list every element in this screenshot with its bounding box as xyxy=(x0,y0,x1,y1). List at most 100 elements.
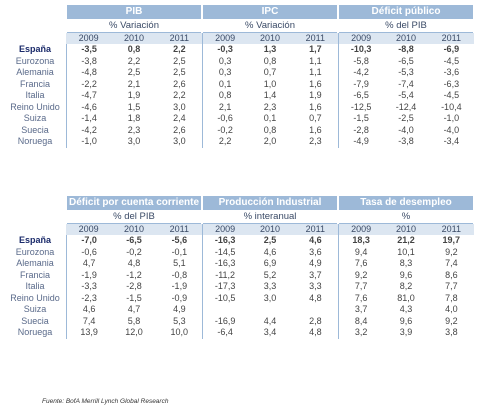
table-cell: 1,9 xyxy=(309,90,322,100)
country-label: Italia xyxy=(25,90,45,100)
table-row: Suecia 7,4 5,8 5,3 -16,9 4,4 2,8 8,4 9,6 9,2 xyxy=(4,315,474,327)
table-cell: 4,7 xyxy=(127,304,141,314)
table-cell: 4,8 xyxy=(309,327,322,337)
table-cell: 2,1 xyxy=(201,101,247,113)
table-cell: -1,2 xyxy=(126,269,142,280)
table-cell: -0,6 xyxy=(66,246,111,258)
year-header: 2011 xyxy=(292,33,338,44)
table-cell: -6,3 xyxy=(443,78,460,89)
table-cell: -6,9 xyxy=(443,44,460,54)
table-cell: 2,3 xyxy=(263,101,277,112)
table-cell: 1,5 xyxy=(127,101,141,112)
table-row: Reino Unido -2,3 -1,5 -0,9 -10,5 3,0 4,8 7,6 81,… xyxy=(4,292,474,304)
table-row: Italia -4,7 1,9 2,2 0,8 1,4 1,9 -6,5 -5,4 -4,5 xyxy=(4,90,474,102)
table-cell: 1,1 xyxy=(309,67,322,77)
country-label: Suecia xyxy=(21,315,49,326)
table-cell: 3,0 xyxy=(263,292,277,303)
year-header: 2009 xyxy=(201,224,248,235)
table-cell: 9,4 xyxy=(337,246,383,258)
table-cell: -0,8 xyxy=(171,269,188,280)
table-row: Reino Unido -4,6 1,5 3,0 2,1 2,3 1,6 -12,5 -12,4… xyxy=(4,101,474,113)
table-cell: 21,2 xyxy=(397,235,415,245)
table-cell: 4,7 xyxy=(66,258,111,270)
year-header: 2009 xyxy=(337,33,384,44)
table-cell: 1,3 xyxy=(263,44,277,54)
group-title: PIB xyxy=(67,5,201,19)
year-header: 2010 xyxy=(383,224,429,235)
table-cell: -2,3 xyxy=(66,292,111,304)
table-cell: 3,3 xyxy=(263,281,277,291)
source-note: Fuente: BofA Merrill Lynch Global Resear… xyxy=(42,398,169,405)
table-cell: 9,2 xyxy=(445,315,458,326)
table-cell: -5,8 xyxy=(337,55,383,67)
country-label: Francia xyxy=(19,78,50,89)
table-cell: -4,9 xyxy=(337,136,383,148)
table-cell: -2,5 xyxy=(398,113,414,123)
table-cell: -14,5 xyxy=(201,246,247,258)
table-cell: 8,6 xyxy=(445,269,458,280)
table-cell: -12,4 xyxy=(395,101,417,112)
table-cell xyxy=(247,304,292,316)
table-cell: 4,8 xyxy=(127,258,141,268)
table-row: España -3,5 0,8 2,2 -0,3 1,3 1,7 -10,3 -8,8 -6,9 xyxy=(4,44,474,56)
table-cell: 2,3 xyxy=(127,124,141,135)
table-cell: -0,3 xyxy=(201,44,247,56)
table-cell: 8,2 xyxy=(399,281,413,291)
table-cell: 4,4 xyxy=(263,315,277,326)
table-cell: -11,2 xyxy=(201,269,247,281)
table-cell: 7,8 xyxy=(445,292,458,303)
table-cell: -0,1 xyxy=(171,246,188,257)
country-label: Italia xyxy=(25,281,45,291)
country-label: Noruega xyxy=(17,136,53,146)
table-cell: -17,3 xyxy=(201,281,247,293)
table-cell: 0,8 xyxy=(127,44,141,54)
table-cell: -2,8 xyxy=(337,124,383,136)
table-row: Suiza -1,4 1,8 2,4 -0,6 0,1 0,7 -1,5 -2,5 -1,0 xyxy=(4,113,474,125)
table-cell: 2,8 xyxy=(309,315,322,326)
table-bottom: Déficit por cuenta corriente Producción I… xyxy=(4,196,474,339)
table-cell: 2,2 xyxy=(201,136,247,148)
table-cell: 4,3 xyxy=(399,304,413,314)
table-cell: -5,3 xyxy=(398,67,414,77)
table-cell: -16,3 xyxy=(201,235,247,247)
table-cell: 3,0 xyxy=(127,136,141,146)
table-cell: 2,6 xyxy=(173,124,186,135)
table-row: España -7,0 -6,5 -5,6 -16,3 2,5 4,6 18,3 21,2 19,… xyxy=(4,235,474,247)
table-cell: -4,6 xyxy=(66,101,111,113)
table-cell: 9,2 xyxy=(337,269,383,281)
table-cell: 4,6 xyxy=(309,235,322,245)
table-row: Francia -1,9 -1,2 -0,8 -11,2 5,2 3,7 9,2 9,6 8,6 xyxy=(4,269,474,281)
table-cell: -5,4 xyxy=(398,90,414,100)
table-cell: 4,9 xyxy=(173,304,186,314)
table-cell: -2,2 xyxy=(66,78,111,90)
table-cell: 5,1 xyxy=(173,258,186,268)
table-cell: 5,8 xyxy=(127,315,141,326)
table-cell: 7,4 xyxy=(445,258,458,268)
country-label: Alemania xyxy=(16,67,54,77)
country-label: Noruega xyxy=(17,327,53,337)
table-cell: 6,9 xyxy=(263,258,277,268)
table-cell: 18,3 xyxy=(337,235,383,247)
table-row: Italia -3,3 -2,8 -1,9 -17,3 3,3 3,3 7,7 8,2 7,7 xyxy=(4,281,474,293)
year-header: 2009 xyxy=(66,33,112,44)
table-row: Alemania 4,7 4,8 5,1 -16,3 6,9 4,9 7,6 8,3 7,4 xyxy=(4,258,474,270)
group-unit: % del PIB xyxy=(67,210,201,224)
table-cell: 5,3 xyxy=(173,315,186,326)
year-header: 2010 xyxy=(247,33,293,44)
table-cell: 0,1 xyxy=(263,113,277,123)
table-cell: 0,3 xyxy=(201,67,247,79)
table-cell: -1,5 xyxy=(126,292,142,303)
table-cell: 3,4 xyxy=(263,327,277,337)
table-cell: 3,9 xyxy=(399,327,413,337)
table-cell: 13,9 xyxy=(66,327,111,339)
group-title: Producción Industrial xyxy=(203,196,337,210)
group-unit: % Variación xyxy=(203,19,337,33)
table-cell: -0,6 xyxy=(201,113,247,125)
table-cell: -1,4 xyxy=(66,113,111,125)
table-cell: 19,7 xyxy=(442,235,461,245)
table-cell: 4,6 xyxy=(263,246,277,257)
table-cell: 1,6 xyxy=(309,101,322,112)
table-cell: 2,5 xyxy=(173,55,186,66)
country-label: Suiza xyxy=(23,113,47,123)
table-cell: 1,9 xyxy=(127,90,141,100)
